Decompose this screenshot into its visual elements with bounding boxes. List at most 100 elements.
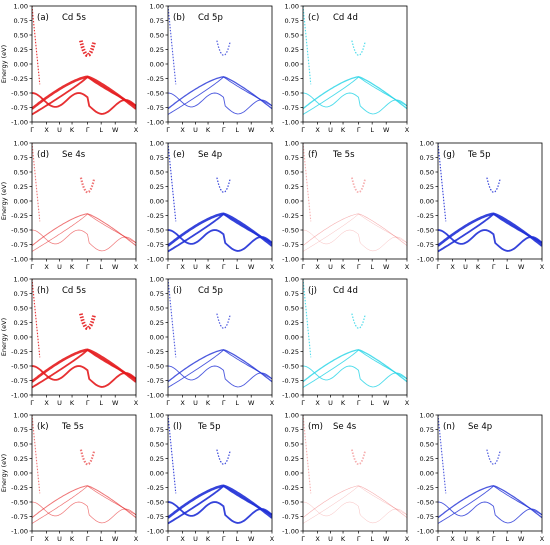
y-tick-label: 0.75: [14, 154, 28, 162]
band-lines: [168, 415, 272, 525]
x-tick-label: X: [134, 263, 139, 271]
y-tick-label: -0.50: [11, 89, 28, 97]
y-tick-label: 1.00: [150, 275, 164, 283]
y-tick-label: 0.25: [420, 455, 434, 463]
valence-band: [438, 501, 542, 524]
band-panel: 1.00 0.75 0.50 0.25 0.00 -0.25 -0.50 -0.75 -1.00…: [282, 275, 410, 407]
y-tick-label: 1.00: [150, 139, 164, 147]
panel-label: (j): [308, 286, 317, 296]
x-tick-label: X: [405, 535, 410, 543]
conduction-band: [216, 177, 231, 193]
y-tick-label: -0.25: [11, 348, 28, 356]
x-tick-label: U: [57, 263, 62, 271]
y-tick-label: 0.75: [285, 290, 299, 298]
y-tick-label: -0.50: [11, 362, 28, 370]
x-tick-label: K: [206, 399, 211, 407]
x-tick-label: U: [328, 535, 333, 543]
x-tick-label: Γ: [301, 535, 305, 543]
edge-band: [168, 415, 177, 494]
edge-band: [168, 143, 177, 222]
valence-band: [303, 485, 407, 524]
x-tick-label: X: [134, 535, 139, 543]
y-tick-label: 0.50: [14, 304, 28, 312]
y-tick-label: 0.25: [420, 183, 434, 191]
x-tick-label: L: [99, 399, 103, 407]
y-tick-label: 0.75: [14, 17, 28, 25]
y-tick-label: 0.00: [14, 197, 28, 205]
x-tick-label: K: [476, 263, 481, 271]
y-tick-label: -0.50: [147, 498, 164, 506]
y-tick-label: 0.75: [285, 17, 299, 25]
y-tick-label: 0.00: [285, 469, 299, 477]
edge-band: [303, 279, 312, 358]
conduction-band: [216, 40, 231, 56]
x-tick-label: K: [70, 399, 75, 407]
y-tick-label: 0.00: [14, 333, 28, 341]
conduction-band: [216, 313, 231, 329]
y-tick-label: -0.25: [282, 212, 299, 220]
x-tick-label: U: [463, 263, 468, 271]
x-tick-label: U: [463, 535, 468, 543]
y-tick-label: -0.50: [417, 226, 434, 234]
y-tick-label: 1.00: [420, 139, 434, 147]
y-tick-label: 0.25: [14, 183, 28, 191]
x-tick-label: L: [99, 263, 103, 271]
y-tick-label: -0.50: [11, 498, 28, 506]
y-tick-label: 0.00: [285, 60, 299, 68]
y-tick-label: -0.25: [11, 75, 28, 83]
y-tick-label: 0.25: [285, 46, 299, 54]
x-tick-label: Γ: [357, 535, 361, 543]
x-tick-label: L: [235, 263, 239, 271]
x-tick-label: L: [505, 535, 509, 543]
y-tick-label: 0.50: [285, 440, 299, 448]
y-tick-label: -1.00: [11, 391, 28, 399]
x-tick-label: Γ: [222, 263, 226, 271]
x-tick-label: U: [193, 535, 198, 543]
x-tick-label: W: [248, 126, 255, 134]
x-tick-label: W: [383, 263, 390, 271]
x-tick-label: X: [134, 126, 139, 134]
valence-band: [303, 76, 407, 110]
orbital-label: Te 5p: [467, 150, 490, 160]
y-tick-label: 0.75: [150, 290, 164, 298]
y-tick-label: 1.00: [14, 139, 28, 147]
valence-band: [303, 349, 407, 383]
x-tick-label: X: [450, 263, 455, 271]
x-tick-label: U: [328, 399, 333, 407]
edge-band: [303, 143, 312, 222]
band-panel: 1.00 0.75 0.50 0.25 0.00 -0.25 -0.50 -0.75 -1.00…: [417, 411, 545, 543]
x-tick-label: U: [57, 126, 62, 134]
y-tick-label: -1.00: [11, 255, 28, 263]
x-tick-label: X: [270, 126, 275, 134]
y-tick-label: 0.00: [420, 469, 434, 477]
x-tick-label: K: [206, 535, 211, 543]
y-tick-label: -1.00: [417, 255, 434, 263]
panel-label: (k): [37, 422, 49, 432]
conduction-band: [351, 40, 366, 56]
valence-band: [168, 501, 272, 524]
y-tick-label: -0.75: [282, 241, 299, 249]
x-tick-label: K: [70, 126, 75, 134]
valence-band: [32, 92, 136, 115]
y-tick-label: 0.50: [14, 440, 28, 448]
x-tick-label: X: [180, 535, 185, 543]
y-tick-label: 0.75: [14, 290, 28, 298]
band-lines: [438, 143, 542, 253]
y-tick-label: 0.75: [285, 154, 299, 162]
panel-label: (h): [37, 286, 49, 296]
y-tick-label: -0.25: [11, 484, 28, 492]
x-tick-label: K: [70, 263, 75, 271]
valence-band: [303, 213, 407, 252]
y-tick-label: 1.00: [285, 275, 299, 283]
x-tick-label: W: [112, 399, 119, 407]
y-tick-label: 0.00: [420, 197, 434, 205]
valence-band: [303, 485, 407, 518]
y-tick-label: -0.50: [282, 89, 299, 97]
y-tick-label: 1.00: [14, 275, 28, 283]
y-tick-label: -0.75: [147, 241, 164, 249]
y-tick-label: -1.00: [11, 527, 28, 535]
x-tick-label: K: [341, 126, 346, 134]
x-tick-label: W: [112, 126, 119, 134]
y-tick-label: 0.50: [150, 168, 164, 176]
